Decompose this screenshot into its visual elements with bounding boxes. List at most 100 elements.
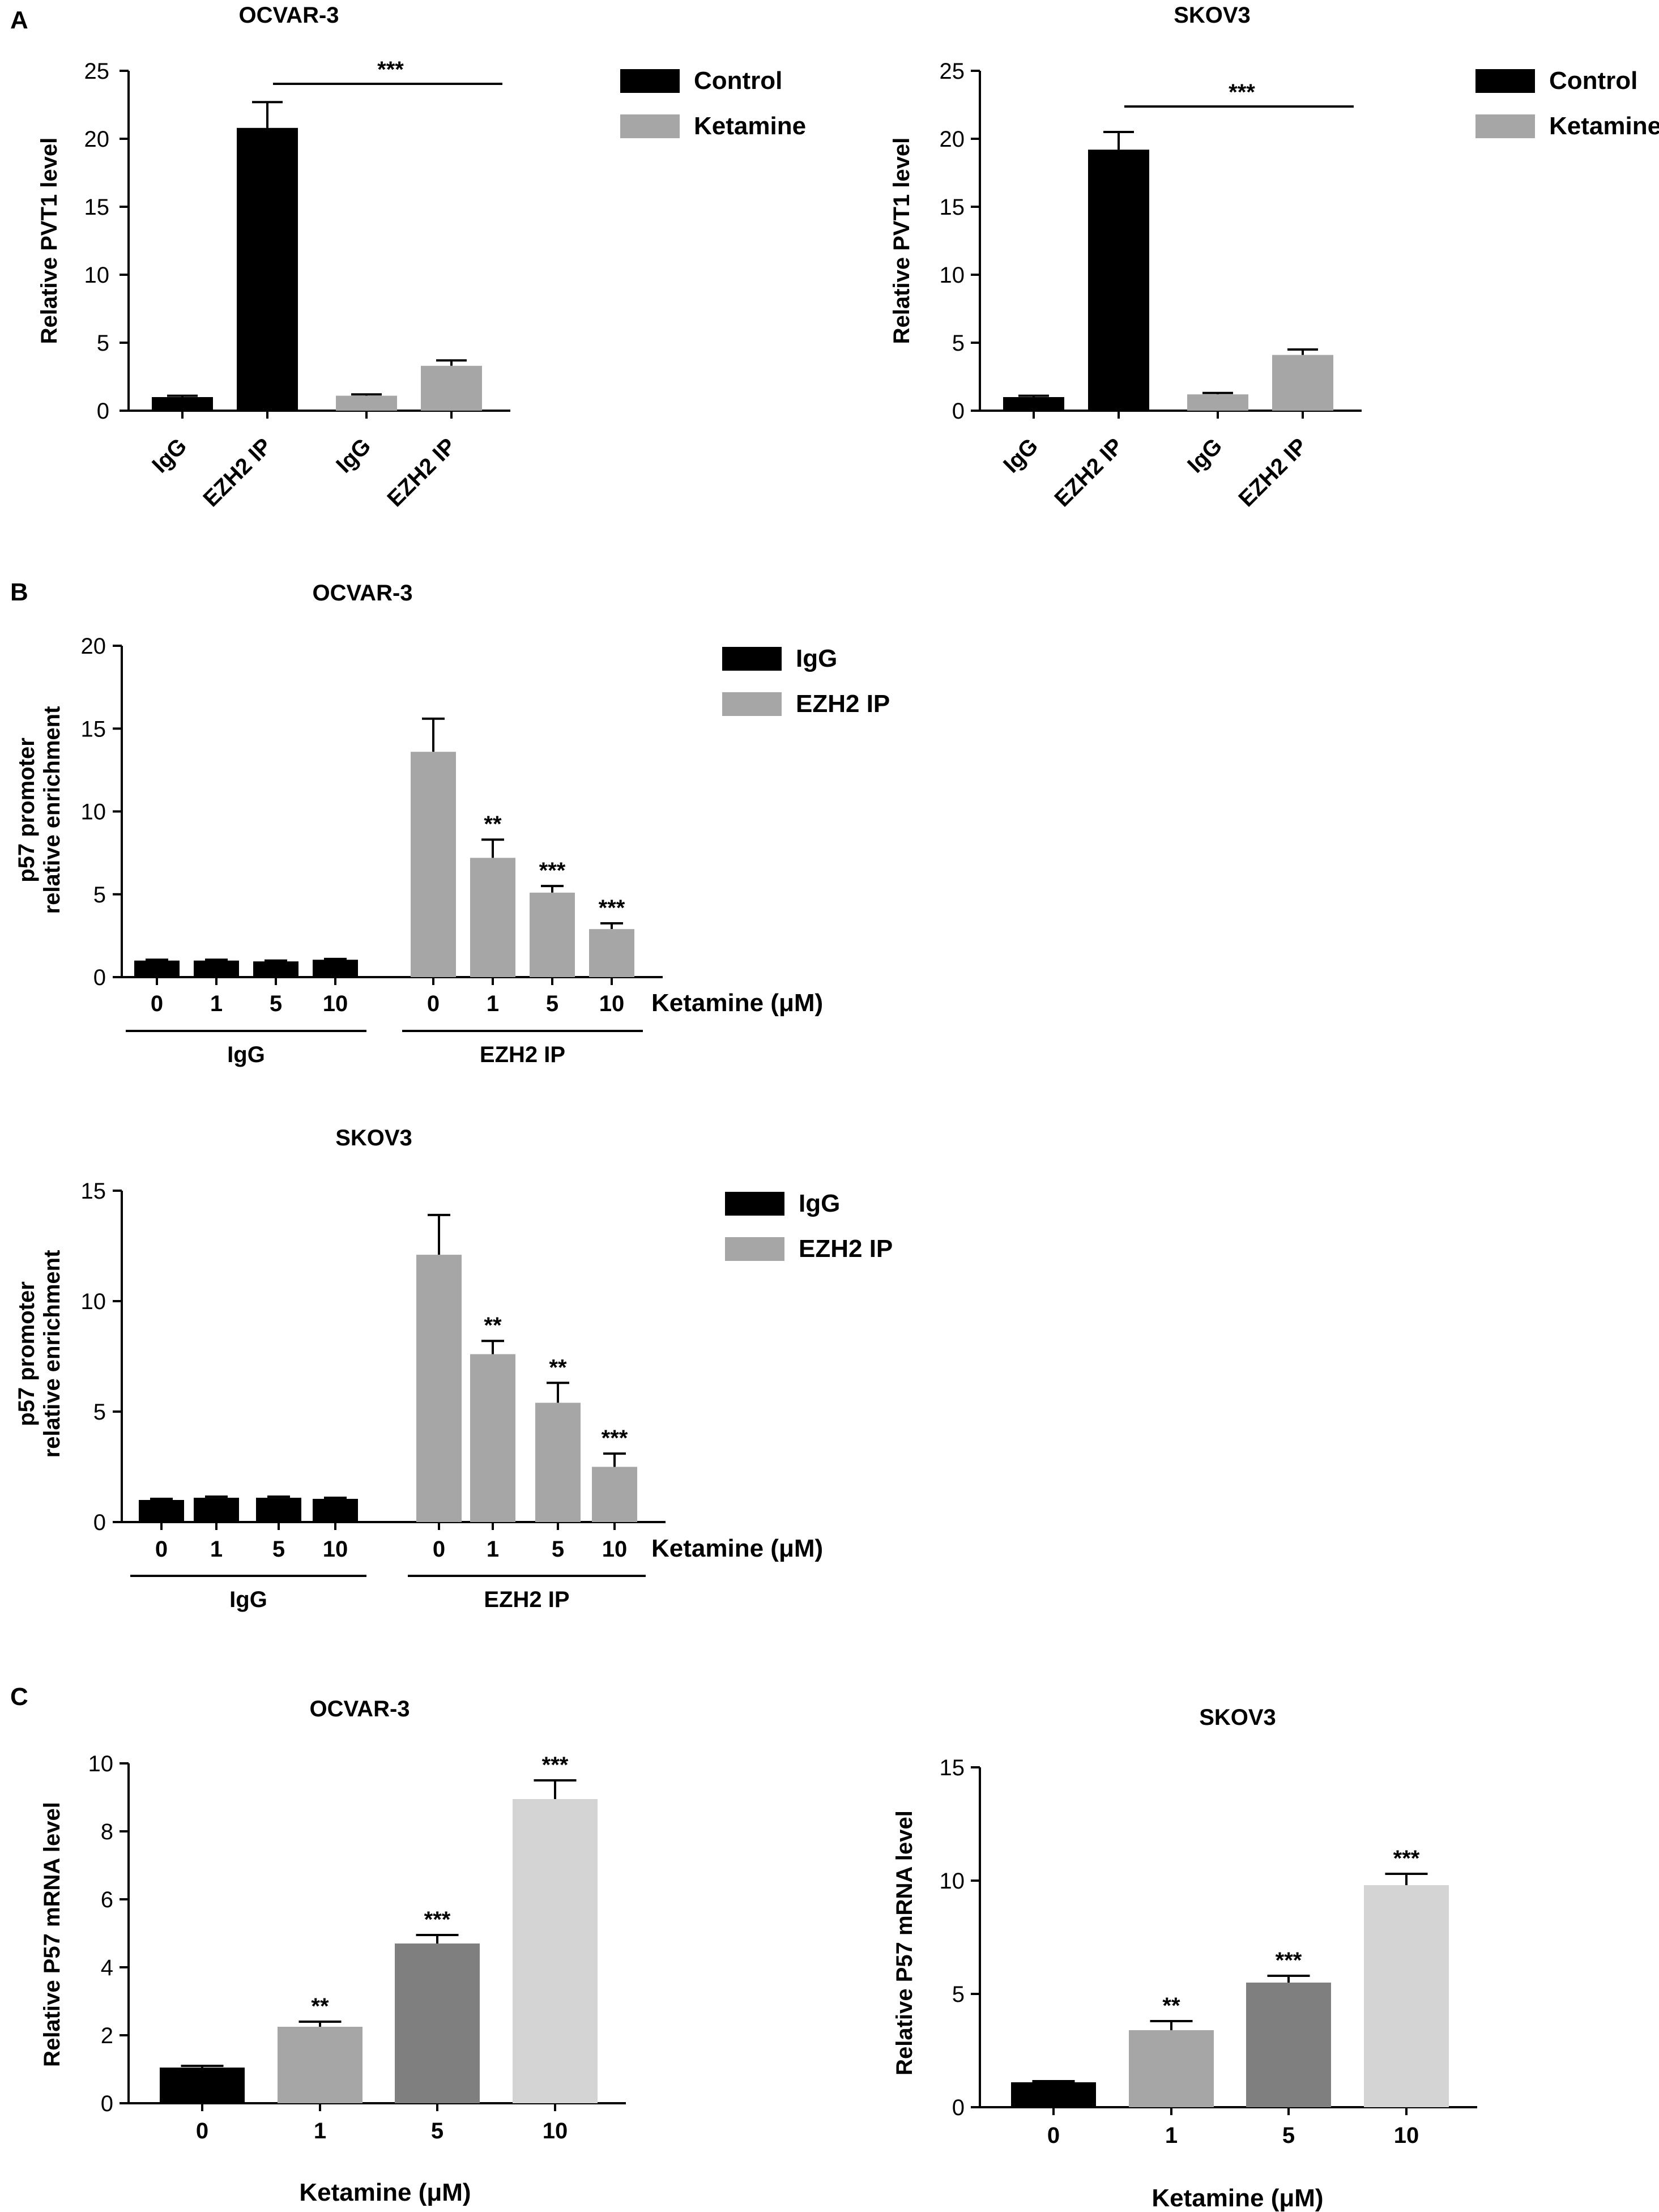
legend-swatch [620,114,680,138]
x-tick-label: 0 [196,2119,208,2143]
x-tick-label: 10 [599,991,625,1016]
panel-letter-c: C [10,1683,28,1711]
chart-title: SKOV3 [335,1126,412,1150]
y-axis-label-line-1: p57 promoter [14,738,39,883]
bar [237,127,298,411]
bar [313,1499,358,1522]
x-tick-label: 10 [543,2119,568,2143]
y-tick-label: 10 [940,1869,965,1894]
x-tick-label: 1 [1165,2123,1178,2148]
significance-label: ** [1162,1993,1180,2018]
legend-label: EZH2 IP [796,690,890,718]
x-tick-label: IgG [147,433,191,478]
x-tick-label: 5 [1282,2123,1295,2148]
y-tick-label: 6 [101,1887,113,1912]
x-tick-label: IgG [331,433,376,478]
y-tick-label: 10 [81,1289,106,1314]
x-tick-label: IgG [1183,433,1227,478]
bar [513,1799,598,2103]
y-tick-label: 15 [81,717,106,741]
x-tick-label: 1 [487,1537,499,1562]
y-tick-label: 5 [93,1400,106,1425]
x-tick-label: 5 [552,1537,564,1562]
bar [421,365,482,411]
chart-b-skov3: SKOV3 p57 promoter relative enrichment 0 5 10… [14,1126,893,1612]
x-tick-label: 0 [433,1537,445,1562]
significance-label: ** [549,1355,567,1380]
chart-c-skov3: SKOV3 Relative P57 mRNA level 0 5 10 15 0 1 ** 5 *… [892,1705,1477,2212]
bar [395,1944,480,2103]
bar [336,395,397,411]
y-tick-label: 10 [940,263,965,288]
x-tick-label: 5 [270,991,282,1016]
y-tick-label: 25 [940,59,965,84]
y-tick-label: 0 [101,2091,113,2116]
y-tick-label: 25 [84,59,110,84]
group-label: IgG [229,1587,267,1612]
chart-title: SKOV3 [1174,3,1251,28]
bar [253,961,298,977]
bar [416,1255,462,1522]
y-tick-label: 8 [101,1819,113,1844]
legend-swatch [620,69,680,93]
y-axis-label: Relative PVT1 level [37,138,62,344]
legend-label: Ketamine [1549,112,1659,140]
y-tick-label: 0 [952,2095,965,2120]
bar [470,858,515,977]
x-tick-label: 0 [1047,2123,1060,2148]
y-axis-label-line-2: relative enrichment [40,1250,65,1458]
y-tick-label: 10 [81,800,106,825]
bar [1364,1885,1449,2107]
y-tick-label: 15 [940,1755,965,1780]
y-axis-label: Relative P57 mRNA level [40,1802,65,2067]
legend-label: Control [694,67,782,95]
bar [1088,150,1149,411]
bar [530,892,575,977]
bar [470,1354,515,1522]
y-tick-label: 5 [97,331,109,356]
x-tick-label: 1 [210,991,223,1016]
legend-label: Control [1549,67,1637,95]
bar [278,2027,362,2103]
bar [256,1498,301,1522]
x-tick-label: EZH2 IP [1050,433,1128,512]
significance-label: *** [539,858,566,883]
y-tick-label: 5 [952,1982,965,2007]
bar [160,2068,245,2103]
legend-swatch [725,1237,784,1261]
x-tick-label: 5 [546,991,558,1016]
bar [139,1500,184,1522]
x-tick-label: 5 [431,2119,443,2143]
significance-label: *** [542,1753,569,1778]
y-tick-label: 5 [93,883,106,907]
y-tick-label: 0 [952,399,965,424]
x-tick-label: EZH2 IP [1234,433,1312,512]
y-tick-label: 0 [97,399,109,424]
legend-swatch [1475,114,1535,138]
bar [194,1498,239,1522]
x-tick-label: 1 [487,991,499,1016]
bar [1003,397,1064,411]
x-axis-label: Ketamine (μM) [1152,2184,1323,2212]
x-tick-label: 0 [151,991,163,1016]
x-tick-label: EZH2 IP [198,433,276,512]
chart-title: OCVAR-3 [238,3,339,28]
y-tick-label: 0 [93,965,106,990]
y-tick-label: 2 [101,2023,113,2048]
significance-label: *** [599,896,625,920]
bar [1129,2030,1214,2107]
y-tick-label: 5 [952,331,965,356]
chart-title: OCVAR-3 [312,581,412,606]
x-axis-label: Ketamine (μM) [651,1535,823,1562]
legend-label: EZH2 IP [799,1235,893,1263]
significance-label: *** [1393,1846,1420,1871]
bar [592,1467,637,1522]
bar [535,1403,581,1522]
x-tick-label: 0 [427,991,440,1016]
legend-label: Ketamine [694,112,806,140]
y-axis-label-line-1: p57 promoter [14,1281,39,1426]
significance-label: ** [484,812,502,837]
legend-label: IgG [799,1190,840,1217]
